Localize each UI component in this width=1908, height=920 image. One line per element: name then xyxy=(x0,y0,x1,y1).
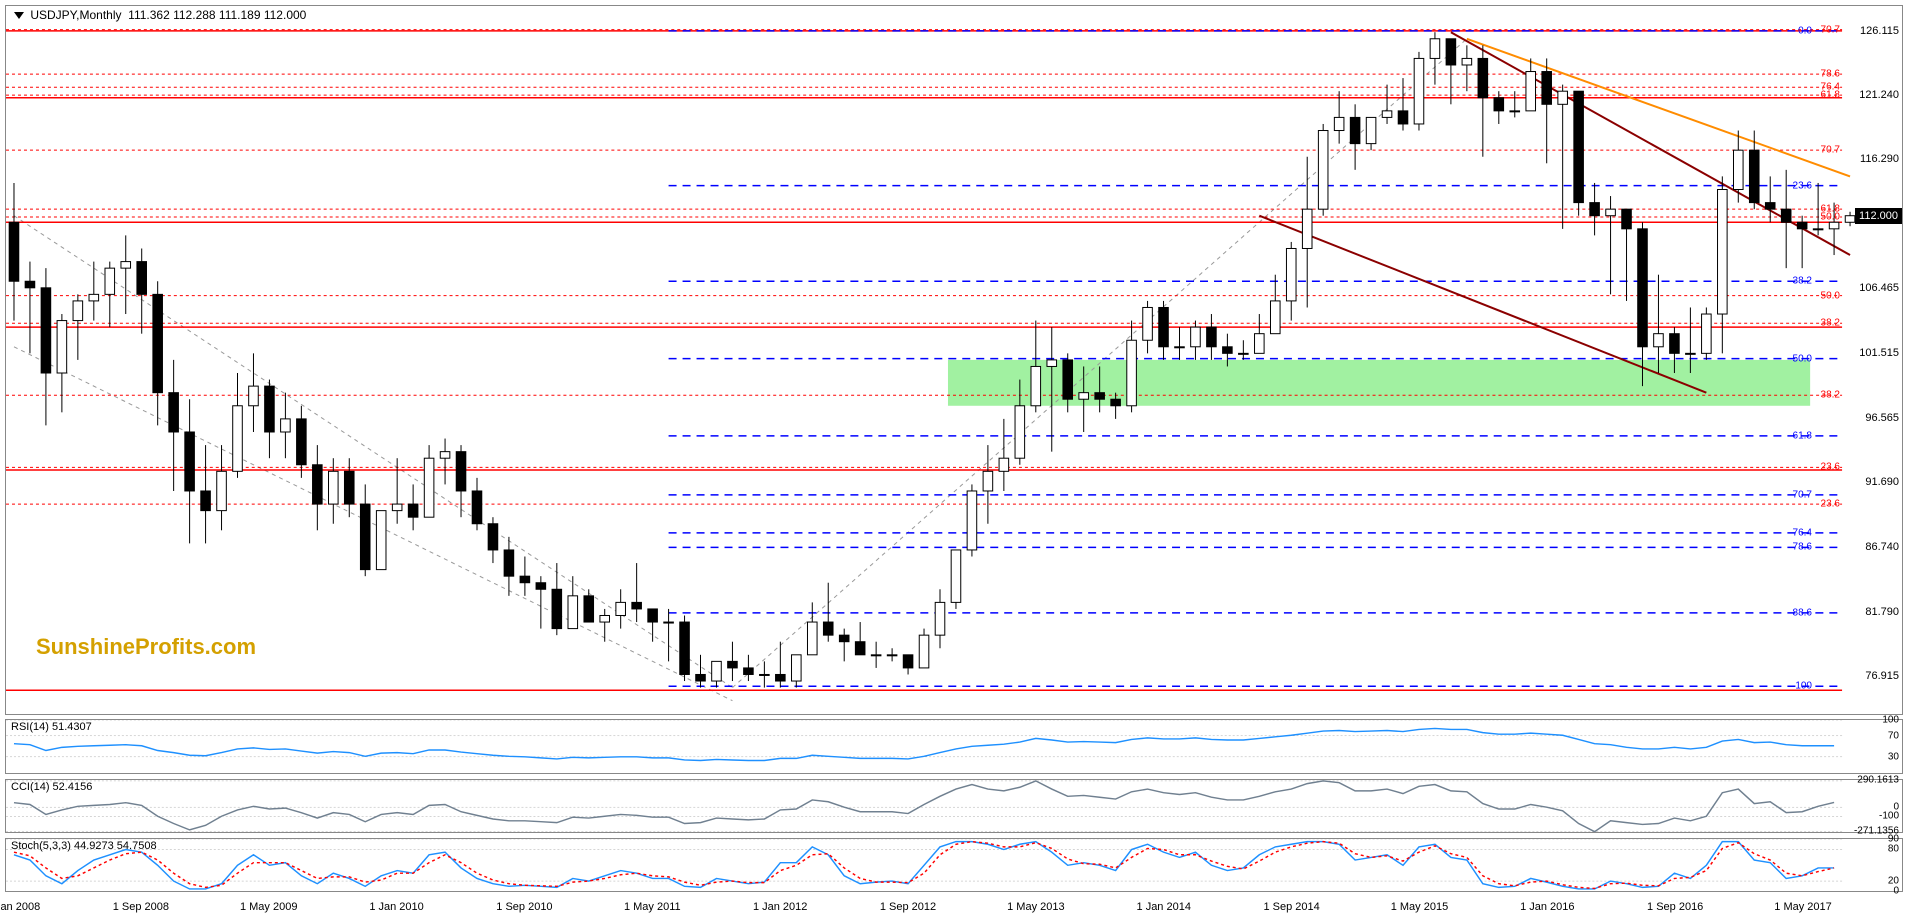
y-axis-label: 76.915 xyxy=(1865,670,1899,682)
main-price-chart[interactable]: USDJPY,Monthly 111.362 112.288 111.189 1… xyxy=(5,5,1903,715)
fib-level-label: 23.6 xyxy=(1793,180,1812,191)
indicator-level-label: 80 xyxy=(1888,844,1899,855)
fib-level-label: 100 xyxy=(1795,681,1812,692)
y-axis-label: 101.515 xyxy=(1859,347,1899,359)
y-axis-label: 81.790 xyxy=(1865,606,1899,618)
fib-level-label: 0.0 xyxy=(1798,25,1812,36)
indicator-level-label: 100 xyxy=(1882,715,1899,726)
x-axis: 1 Jan 20081 Sep 20081 May 20091 Jan 2010… xyxy=(5,892,1903,915)
indicator-level-label: 0 xyxy=(1893,801,1899,812)
fib-level-label: 50.0 xyxy=(1821,290,1840,301)
y-axis-label: 126.115 xyxy=(1860,25,1899,37)
y-axis-label: 96.565 xyxy=(1865,412,1899,424)
fib-level-label: 61.8 xyxy=(1793,430,1812,441)
x-axis-label: 1 Jan 2016 xyxy=(1520,901,1574,913)
x-axis-label: 1 May 2017 xyxy=(1774,901,1831,913)
y-axis-label: 121.240 xyxy=(1859,89,1899,101)
fib-level-label: 23.6 xyxy=(1821,462,1840,473)
x-axis-label: 1 Jan 2008 xyxy=(0,901,40,913)
y-axis-label: 116.290 xyxy=(1860,153,1899,165)
fib-level-label: 70.7 xyxy=(1793,489,1812,500)
x-axis-label: 1 Sep 2008 xyxy=(113,901,169,913)
indicator-level-label: 90 xyxy=(1888,833,1899,844)
fib-level-label: 70.7 xyxy=(1821,24,1840,35)
current-price-box: 112.000 xyxy=(1855,208,1902,224)
x-axis-label: 1 Sep 2010 xyxy=(496,901,552,913)
fib-level-label: 50.0 xyxy=(1793,353,1812,364)
fib-level-label: 78.6 xyxy=(1793,542,1812,553)
y-axis-label: 91.690 xyxy=(1865,476,1899,488)
stoch-label: Stoch(5,3,3) 44.9273 54.7508 xyxy=(11,840,157,852)
fib-level-label: 61.8 xyxy=(1821,90,1840,101)
x-axis-label: 1 Sep 2012 xyxy=(880,901,936,913)
chart-header: USDJPY,Monthly 111.362 112.288 111.189 1… xyxy=(14,8,306,22)
x-axis-label: 1 Jan 2010 xyxy=(369,901,423,913)
x-axis-label: 1 May 2015 xyxy=(1391,901,1448,913)
fib-level-label: 38.2 xyxy=(1821,318,1840,329)
rsi-panel[interactable]: RSI(14) 51.4307 3070100 xyxy=(5,719,1903,774)
fib-level-label: 23.6 xyxy=(1821,499,1840,510)
rsi-label: RSI(14) 51.4307 xyxy=(11,721,92,733)
cci-panel[interactable]: CCI(14) 52.4156 -1000290.1613-271.1356 xyxy=(5,779,1903,834)
indicator-level-label: 290.1613 xyxy=(1857,775,1899,786)
fib-level-label: 76.4 xyxy=(1793,527,1812,538)
fib-level-label: 38.2 xyxy=(1821,390,1840,401)
x-axis-label: 1 Sep 2014 xyxy=(1263,901,1319,913)
x-axis-label: 1 Sep 2016 xyxy=(1647,901,1703,913)
symbol-label: USDJPY,Monthly xyxy=(30,8,121,22)
fib-level-label: 38.2 xyxy=(1793,276,1812,287)
x-axis-label: 1 Jan 2012 xyxy=(753,901,807,913)
cci-label: CCI(14) 52.4156 xyxy=(11,781,92,793)
dropdown-icon[interactable] xyxy=(14,12,24,19)
y-axis-label: 86.740 xyxy=(1865,541,1899,553)
x-axis-label: 1 May 2009 xyxy=(240,901,297,913)
y-axis-label: 106.465 xyxy=(1859,282,1899,294)
fib-level-label: 70.7 xyxy=(1821,145,1840,156)
watermark: SunshineProfits.com xyxy=(36,634,256,660)
indicator-level-label: 30 xyxy=(1888,752,1899,763)
fib-level-label: 50.0 xyxy=(1821,212,1840,223)
fib-level-label: 78.6 xyxy=(1821,69,1840,80)
indicator-level-label: 70 xyxy=(1888,731,1899,742)
fib-level-label: 88.6 xyxy=(1793,607,1812,618)
x-axis-label: 1 Jan 2014 xyxy=(1137,901,1191,913)
x-axis-label: 1 May 2013 xyxy=(1007,901,1064,913)
chart-container: USDJPY,Monthly 111.362 112.288 111.189 1… xyxy=(5,5,1903,915)
ohlc-label: 111.362 112.288 111.189 112.000 xyxy=(128,8,306,22)
stoch-panel[interactable]: Stoch(5,3,3) 44.9273 54.7508 2080900 xyxy=(5,838,1903,893)
indicator-level-label: 20 xyxy=(1888,875,1899,886)
x-axis-label: 1 May 2011 xyxy=(624,901,681,913)
